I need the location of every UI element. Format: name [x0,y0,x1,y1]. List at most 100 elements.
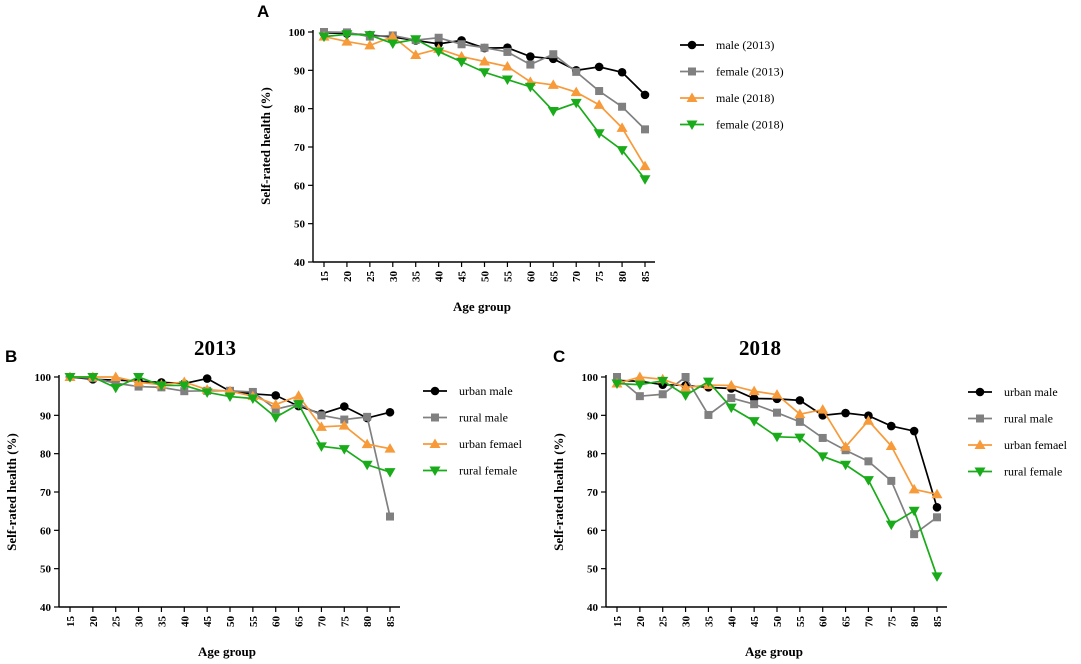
data-point [293,390,305,400]
data-point [110,383,122,394]
data-point [595,87,604,96]
x-tick-label: 65 [548,271,560,283]
legend-marker [974,439,986,449]
data-point [479,56,490,66]
data-point [201,388,213,398]
data-point [315,442,327,452]
data-point [864,457,873,466]
data-point [338,445,350,455]
data-point [593,129,605,139]
data-point [794,433,806,444]
legend-item: urban male [423,384,513,398]
data-point [501,61,513,71]
legend-label: urban femael [459,437,523,451]
x-tick-label: 80 [362,616,374,628]
y-axis-label: Self-rated health (%) [258,87,273,205]
x-tick-label: 80 [617,271,629,283]
legend-marker [430,386,440,396]
data-point [594,62,604,72]
x-tick-label: 40 [434,271,446,283]
data-point [862,476,874,486]
data-point [361,460,373,471]
x-tick-label: 50 [772,616,784,628]
data-point [635,392,644,401]
data-point [134,382,143,391]
data-point [155,381,167,391]
data-point [773,408,781,417]
panel-b: B 2013 Age group Self-rated health (%) 4… [4,336,523,659]
data-point [933,513,941,522]
legend-label: rural male [1004,412,1053,426]
data-point [817,404,829,414]
legend-label: urban male [459,384,513,398]
y-tick-label: 60 [587,525,599,537]
data-point [704,410,713,419]
data-point [270,413,282,423]
legend-item: rural female [968,465,1062,479]
x-tick-label: 20 [88,616,100,628]
x-axis-label: Age group [453,299,511,314]
legend-marker [975,387,985,397]
data-point [387,31,399,41]
data-point [526,52,535,61]
series-female-2018 [318,30,651,185]
data-point [639,175,651,185]
x-tick-label: 80 [909,616,921,628]
x-tick-label: 75 [594,271,606,283]
data-point [180,387,189,396]
x-tick-label: 25 [111,616,123,628]
data-point [293,400,305,410]
data-point [680,381,692,392]
x-tick-label: 85 [385,616,397,628]
x-tick-label: 60 [271,616,283,628]
data-point [361,438,373,449]
y-tick-label: 50 [294,219,306,231]
legend-item: urban femael [423,437,523,451]
x-tick-label: 70 [571,271,583,283]
data-point [886,421,896,431]
legend-label: rural female [1004,465,1062,479]
data-point [526,60,535,69]
data-point [456,57,468,68]
data-point [133,373,145,383]
legend-item: female (2018) [680,118,784,132]
data-point [224,392,236,403]
x-axis-label: Age group [198,644,256,659]
data-point [247,394,259,404]
x-tick-label: 85 [640,271,652,283]
y-tick-label: 90 [40,410,52,422]
x-tick-label: 50 [225,616,237,628]
x-tick-label: 15 [612,616,624,628]
data-point [339,402,349,411]
panel-label: A [257,2,269,21]
x-tick-label: 35 [703,616,715,628]
data-point [570,98,582,109]
x-tick-label: 30 [681,616,693,628]
data-point [386,512,394,521]
legend-marker [687,40,697,50]
x-tick-label: 65 [841,616,853,628]
data-point [910,530,919,539]
legend-marker [686,92,698,102]
chart-title: 2013 [194,336,236,360]
x-tick-label: 60 [818,616,830,628]
x-tick-label: 40 [179,616,191,628]
y-tick-label: 100 [582,372,599,384]
data-point [727,394,736,403]
y-tick-label: 40 [40,602,52,614]
y-tick-label: 100 [289,27,306,39]
y-tick-label: 70 [40,487,52,499]
legend-item: urban male [968,385,1058,399]
legend-label: rural male [459,411,508,425]
data-point [434,33,443,42]
y-tick-label: 70 [587,487,599,499]
data-point [410,49,422,59]
data-point [887,476,896,485]
data-point [611,379,623,390]
data-point [363,412,372,421]
data-point [795,396,805,405]
data-point [501,75,513,86]
series-rural-female [611,376,943,582]
data-point [384,443,396,453]
data-point [817,452,829,462]
